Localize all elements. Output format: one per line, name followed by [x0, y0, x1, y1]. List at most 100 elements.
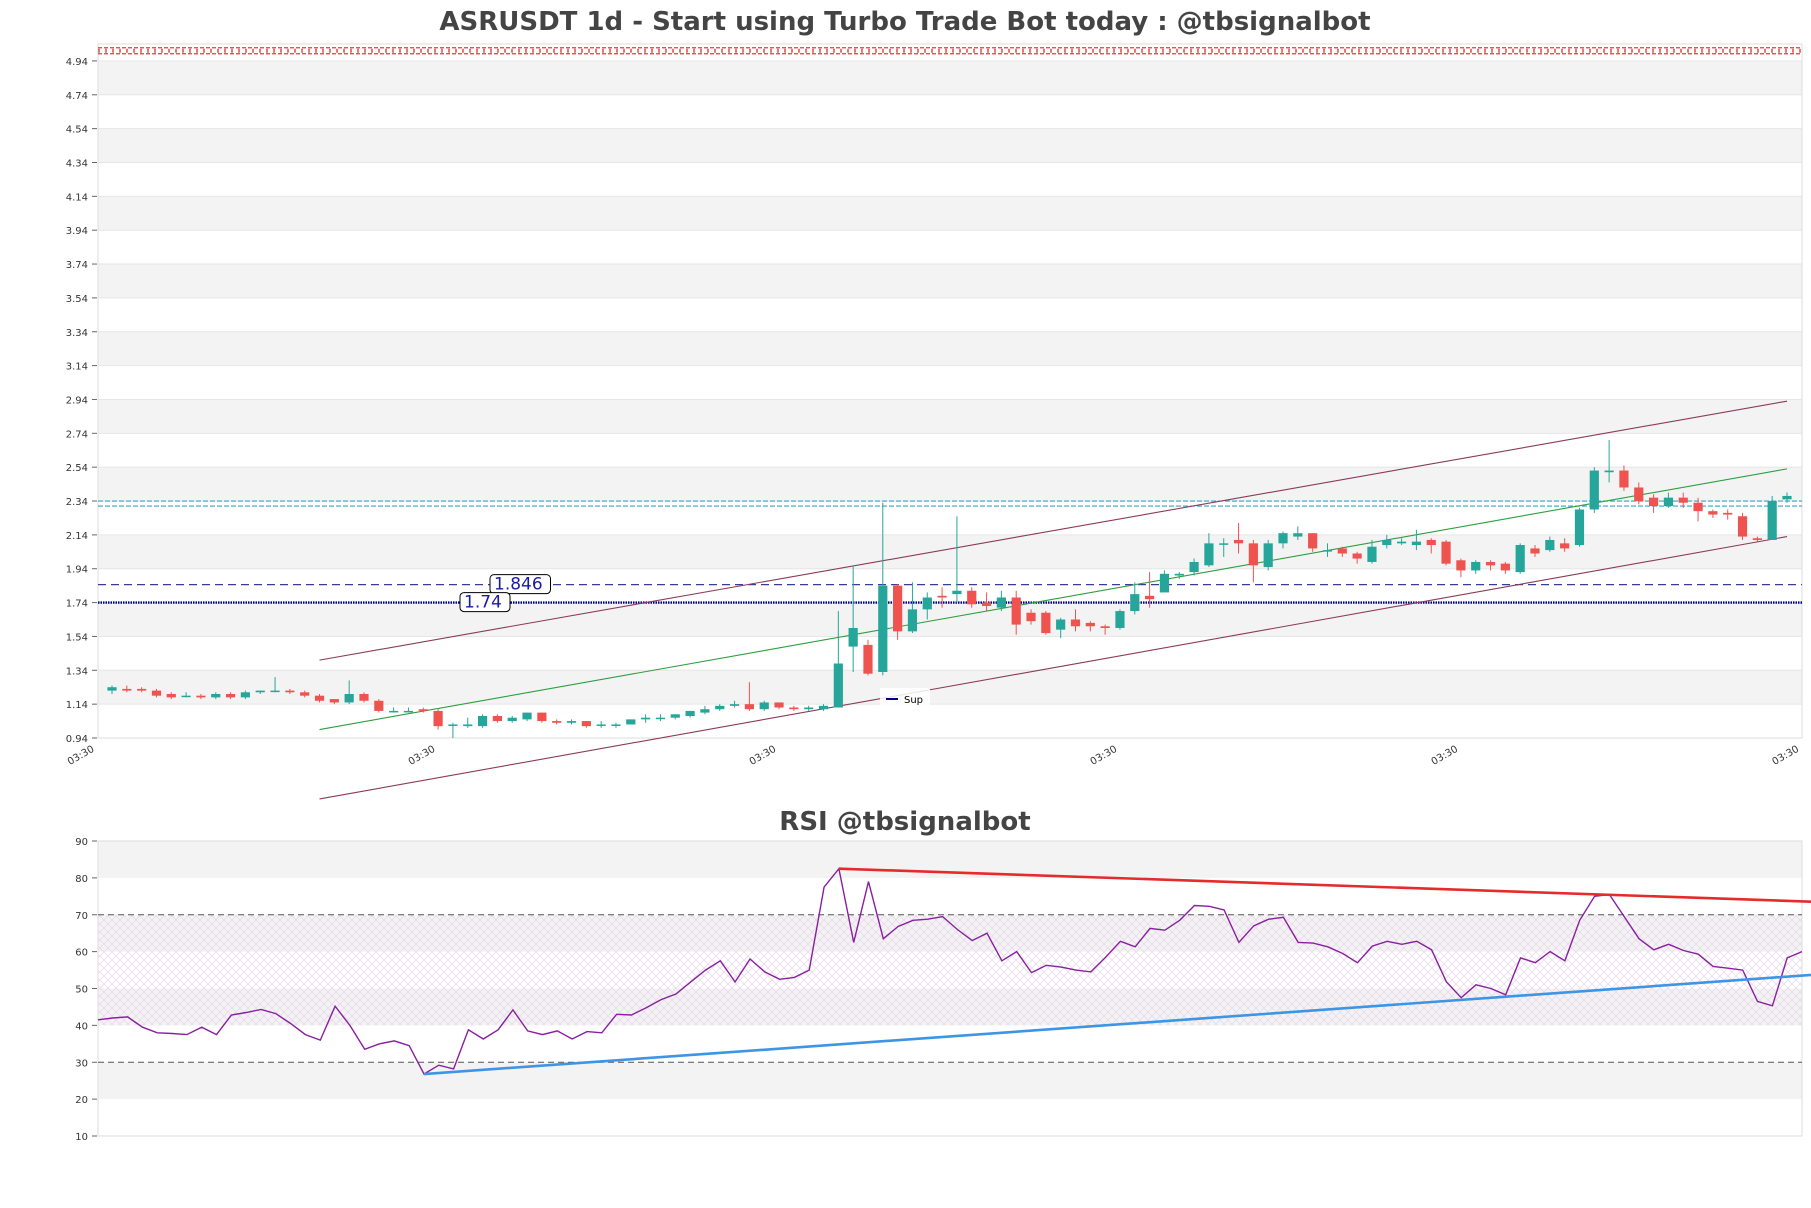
- candle-body: [863, 644, 873, 674]
- y-tick-label: 1.74: [66, 599, 88, 610]
- channel-upper-line: [319, 400, 1788, 661]
- rsi-y-tick-label: 70: [75, 911, 88, 922]
- candle-body: [1574, 509, 1585, 546]
- candle-body: [240, 692, 251, 698]
- channel-mid-line: [319, 468, 1788, 731]
- grid-band: [98, 602, 1802, 637]
- candle-body: [715, 705, 725, 710]
- candle-body: [1337, 548, 1347, 554]
- candle-body: [552, 721, 562, 723]
- candle-body: [1456, 560, 1466, 571]
- candle-body: [1752, 538, 1762, 540]
- candle-body: [1041, 612, 1051, 634]
- x-tick-label: 03:30: [1430, 744, 1460, 768]
- candle-body: [1737, 516, 1748, 537]
- candle-body: [1619, 470, 1629, 488]
- candle-body: [759, 702, 769, 710]
- rsi-y-tick-label: 40: [75, 1021, 88, 1032]
- candle-body: [522, 712, 532, 720]
- rsi-y-tick-label: 80: [75, 874, 88, 885]
- candle-body: [255, 690, 265, 693]
- candle-body: [1441, 541, 1451, 564]
- candle-body: [1056, 619, 1066, 630]
- candle-body: [1115, 611, 1125, 628]
- candle-body: [774, 702, 784, 708]
- candle-body: [137, 688, 147, 691]
- candle-body: [893, 585, 903, 632]
- y-tick-label: 1.14: [66, 700, 88, 711]
- y-tick-label: 1.34: [66, 666, 88, 677]
- rsi-y-tick-label: 10: [75, 1132, 88, 1143]
- candle-body: [151, 690, 162, 696]
- candle-body: [507, 717, 517, 722]
- rsi-chart-title: RSI @tbsignalbot: [779, 807, 1030, 837]
- candle-body: [1248, 543, 1258, 566]
- candle-body: [1678, 497, 1688, 503]
- candle-body: [448, 724, 458, 726]
- y-tick-label: 4.34: [66, 158, 88, 169]
- level-label: 1.74: [464, 593, 502, 613]
- candle-body: [1545, 539, 1555, 551]
- candle-body: [270, 690, 280, 693]
- y-tick-label: 2.74: [66, 429, 88, 440]
- candle-body: [1411, 541, 1422, 546]
- candle-body: [181, 695, 191, 698]
- rsi-resistance-trendline: [838, 867, 1811, 903]
- candle-body: [1293, 533, 1303, 537]
- candle-body: [463, 724, 473, 727]
- rsi-line: [97, 867, 1803, 1075]
- candle-body: [700, 709, 710, 713]
- candle-body: [1011, 597, 1021, 625]
- x-tick-label: 03:30: [1771, 744, 1801, 768]
- candle-body: [433, 710, 443, 727]
- channel-lower-line: [319, 536, 1788, 800]
- grid-band: [98, 399, 1802, 434]
- grid-band: [98, 264, 1802, 298]
- candle-body: [878, 585, 888, 672]
- grid-band: [98, 331, 1802, 366]
- level-label-box: [489, 574, 551, 595]
- y-tick-label: 0.94: [66, 734, 88, 745]
- candle-body: [967, 590, 977, 605]
- candle-body: [996, 597, 1006, 608]
- candle-body: [225, 693, 236, 698]
- x-tick-label: 03:30: [1089, 744, 1119, 768]
- candle-body: [818, 705, 829, 710]
- rsi-y-tick-label: 20: [75, 1095, 88, 1106]
- level-label-box: [459, 592, 511, 613]
- candle-body: [655, 717, 666, 720]
- candle-body: [1693, 502, 1703, 512]
- candle-body: [1382, 539, 1392, 546]
- grid-band: [98, 128, 1802, 163]
- candle-body: [1604, 470, 1614, 473]
- candle-body: [1634, 487, 1644, 502]
- candle-body: [581, 721, 591, 727]
- candle-body: [1426, 539, 1436, 546]
- x-tick-label: 03:30: [407, 744, 437, 768]
- candle-body: [1471, 561, 1481, 571]
- candle-body: [1500, 563, 1510, 571]
- y-tick-label: 4.94: [66, 57, 88, 68]
- y-tick-label: 3.14: [66, 362, 88, 373]
- candle-body: [107, 687, 117, 691]
- candle-body: [314, 695, 325, 701]
- candle-body: [1085, 622, 1095, 627]
- y-tick-label: 2.94: [66, 395, 88, 406]
- candle-body: [1278, 533, 1288, 544]
- y-tick-label: 4.74: [66, 91, 88, 102]
- y-tick-label: 2.14: [66, 531, 88, 542]
- candle-body: [1397, 541, 1407, 544]
- candle-body: [166, 693, 176, 698]
- rsi-support-trendline: [423, 973, 1811, 1076]
- candle-body: [492, 715, 502, 722]
- candle-body: [1174, 573, 1184, 576]
- y-tick-label: 3.34: [66, 328, 88, 339]
- grid-band: [98, 196, 1802, 231]
- candle-body: [670, 714, 680, 718]
- candle-body: [804, 707, 814, 710]
- y-tick-label: 3.74: [66, 260, 88, 271]
- candle-body: [922, 597, 932, 610]
- plot-frame: [97, 43, 1803, 739]
- candle-body: [626, 719, 636, 725]
- candle-body: [122, 688, 132, 691]
